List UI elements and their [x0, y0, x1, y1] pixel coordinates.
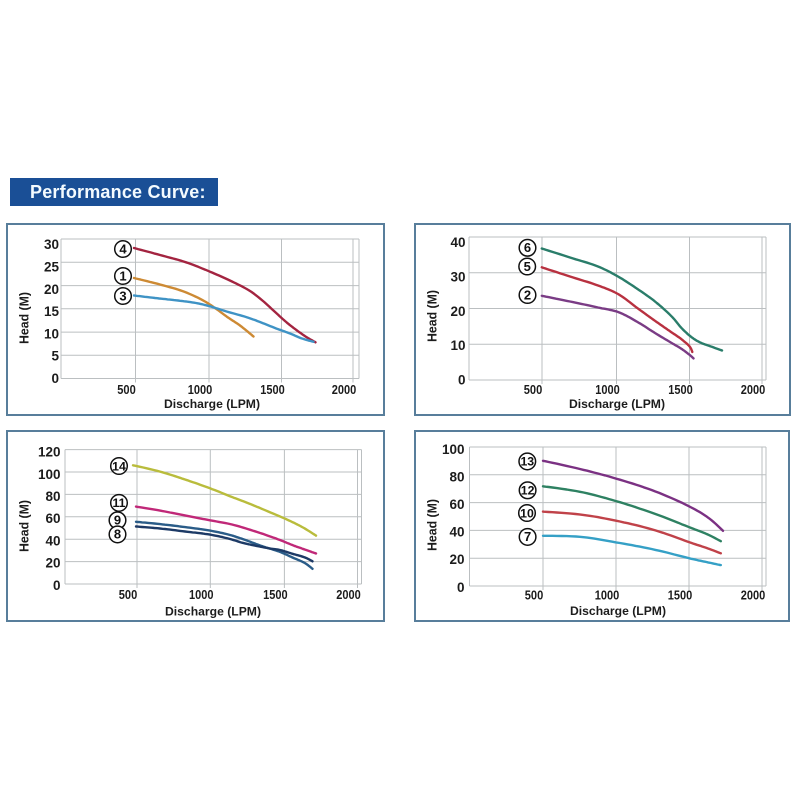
svg-text:80: 80	[449, 470, 464, 485]
svg-text:2000: 2000	[332, 382, 357, 397]
svg-text:60: 60	[45, 511, 60, 526]
svg-text:500: 500	[525, 588, 544, 603]
svg-text:80: 80	[45, 489, 60, 504]
svg-text:100: 100	[442, 442, 465, 457]
svg-text:Head (M): Head (M)	[425, 290, 440, 342]
svg-text:8: 8	[114, 527, 121, 542]
svg-text:40: 40	[45, 533, 60, 548]
svg-text:Discharge (LPM): Discharge (LPM)	[570, 604, 666, 618]
svg-text:1500: 1500	[668, 382, 693, 397]
svg-text:500: 500	[524, 382, 543, 397]
svg-text:10: 10	[44, 326, 59, 341]
svg-text:10: 10	[520, 506, 534, 520]
svg-text:100: 100	[38, 467, 61, 482]
svg-text:Head (M): Head (M)	[17, 500, 32, 552]
svg-text:30: 30	[450, 269, 465, 284]
svg-text:60: 60	[449, 497, 464, 512]
svg-text:10: 10	[450, 338, 465, 353]
svg-text:25: 25	[44, 259, 60, 274]
svg-text:4: 4	[119, 241, 127, 256]
svg-text:1: 1	[119, 268, 126, 283]
svg-text:1000: 1000	[595, 588, 620, 603]
svg-text:2000: 2000	[741, 382, 766, 397]
svg-text:20: 20	[449, 552, 464, 567]
svg-text:12: 12	[521, 484, 535, 498]
svg-text:20: 20	[450, 304, 465, 319]
svg-text:5: 5	[524, 259, 531, 274]
svg-text:120: 120	[38, 445, 61, 460]
svg-text:1500: 1500	[260, 382, 285, 397]
svg-text:5: 5	[51, 349, 59, 364]
svg-text:20: 20	[44, 282, 59, 297]
svg-text:Head (M): Head (M)	[425, 499, 440, 551]
svg-text:7: 7	[524, 529, 531, 544]
svg-text:1500: 1500	[263, 587, 288, 602]
svg-text:40: 40	[449, 525, 464, 540]
svg-text:Discharge (LPM): Discharge (LPM)	[569, 397, 665, 411]
svg-text:0: 0	[51, 371, 59, 386]
svg-text:6: 6	[524, 240, 531, 255]
svg-text:Discharge (LPM): Discharge (LPM)	[164, 397, 260, 411]
svg-text:11: 11	[113, 496, 126, 510]
svg-text:9: 9	[114, 513, 121, 528]
svg-text:Head (M): Head (M)	[17, 292, 32, 344]
svg-text:0: 0	[53, 578, 61, 593]
svg-text:20: 20	[45, 556, 60, 571]
svg-text:40: 40	[450, 235, 465, 250]
svg-text:Discharge (LPM): Discharge (LPM)	[165, 604, 261, 618]
svg-text:15: 15	[44, 304, 60, 319]
svg-text:500: 500	[117, 382, 136, 397]
svg-text:14: 14	[112, 459, 126, 473]
svg-text:13: 13	[520, 455, 534, 469]
svg-text:1000: 1000	[595, 382, 620, 397]
svg-text:0: 0	[457, 580, 465, 595]
svg-text:2000: 2000	[741, 588, 766, 603]
svg-text:1000: 1000	[188, 382, 213, 397]
svg-text:1500: 1500	[668, 588, 693, 603]
svg-text:3: 3	[119, 288, 126, 303]
svg-text:500: 500	[119, 587, 138, 602]
svg-text:30: 30	[44, 237, 59, 252]
svg-text:2000: 2000	[336, 587, 361, 602]
svg-text:0: 0	[458, 373, 466, 388]
svg-text:2: 2	[524, 287, 531, 302]
svg-text:1000: 1000	[189, 587, 214, 602]
